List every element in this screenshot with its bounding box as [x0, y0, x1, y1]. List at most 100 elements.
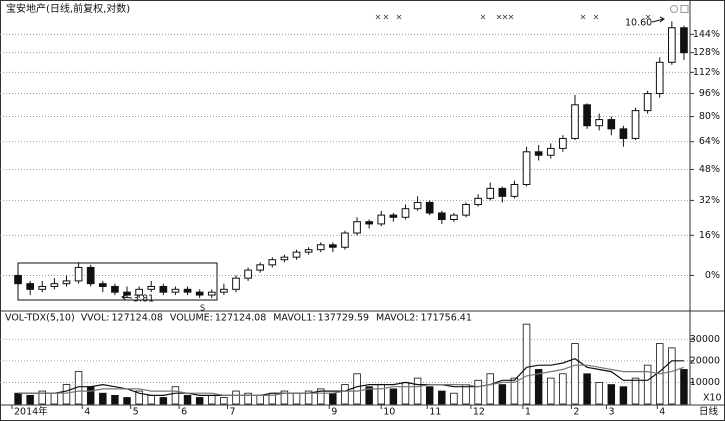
- volume-bar: [547, 377, 555, 405]
- volume-bar: [643, 364, 652, 405]
- candle-body: [147, 285, 156, 290]
- x-tick-label: 1: [525, 407, 531, 418]
- annotation-arrow: [651, 16, 665, 23]
- volume-bar: [583, 373, 591, 405]
- x-tick-label: 12: [473, 407, 485, 418]
- window-icon[interactable]: [670, 5, 678, 13]
- volume-bar: [401, 382, 410, 405]
- candle-body: [546, 147, 555, 156]
- candle-body: [631, 110, 640, 139]
- volume-bar: [50, 392, 59, 405]
- candle-body: [183, 288, 192, 293]
- volume-bar: [317, 388, 325, 405]
- candle-body: [207, 291, 216, 296]
- volume-bar: [14, 392, 22, 405]
- volume-bar: [171, 386, 180, 405]
- candle-body: [365, 221, 373, 225]
- x-tick-label: 5: [133, 407, 139, 418]
- volume-bar: [135, 390, 143, 405]
- volume-bar: [62, 384, 71, 405]
- signal-markers: [375, 14, 651, 20]
- volume-bar: [619, 386, 628, 405]
- volume-bar: [147, 394, 155, 405]
- candle-body: [38, 285, 47, 290]
- volume-bar: [425, 386, 434, 405]
- candle-body: [583, 104, 591, 127]
- candle-body: [98, 283, 107, 287]
- x-tick-label: 9: [331, 407, 337, 418]
- candle-body: [474, 197, 482, 206]
- x-tick-label: 10: [383, 407, 395, 418]
- volume-bar: [462, 384, 470, 405]
- volume-bar: [522, 323, 531, 405]
- low-annotation: 3.81: [133, 294, 154, 305]
- candle-body: [389, 214, 398, 218]
- y-tick-label: 96%: [699, 88, 720, 99]
- candle-body: [450, 214, 458, 220]
- volume-bar: [438, 390, 446, 405]
- y-tick-label: 0%: [705, 270, 720, 281]
- candle-body: [643, 93, 652, 112]
- readout-value: 127124.08: [215, 313, 266, 324]
- candle-body: [220, 288, 228, 293]
- candle-body: [607, 119, 616, 130]
- volume-bar: [353, 373, 361, 405]
- candle-body: [14, 274, 22, 285]
- unit-label: X10: [703, 393, 722, 404]
- volume-bar: [389, 388, 398, 405]
- volume-bar: [244, 392, 252, 405]
- volume-bar: [680, 369, 688, 405]
- candle-body: [534, 151, 543, 156]
- volume-bar: [38, 390, 46, 405]
- candle-body: [26, 283, 34, 290]
- readout-name: VVOL:: [81, 313, 110, 324]
- x-tick-label: 11: [429, 407, 441, 418]
- y-tick-label: 48%: [699, 164, 720, 175]
- y-tick-label: 10000: [690, 377, 720, 388]
- candle-body: [244, 269, 252, 279]
- candle-body: [522, 151, 531, 185]
- volume-bar: [365, 386, 373, 405]
- volume-bar: [195, 397, 204, 405]
- window-icon[interactable]: [680, 5, 689, 13]
- x-tick-label: 6: [181, 407, 187, 418]
- signal-label: S: [200, 304, 205, 313]
- candle-body: [510, 183, 519, 197]
- volume-bar: [498, 384, 507, 405]
- volume-bar: [292, 392, 301, 405]
- candle-body: [159, 285, 168, 293]
- y-tick-label: 30000: [690, 334, 720, 345]
- volume-bar: [571, 343, 579, 405]
- candle-body: [316, 244, 325, 251]
- y-tick-label: 32%: [699, 195, 720, 206]
- volume-bar: [668, 347, 676, 405]
- y-tick-label: 128%: [693, 47, 720, 58]
- readout-name: MAVOL2:: [376, 313, 418, 324]
- y-tick-label: 20000: [690, 355, 720, 366]
- volume-bar: [123, 397, 131, 405]
- volume-ma-line: [18, 364, 685, 396]
- volume-bar: [450, 392, 458, 405]
- candle-body: [462, 204, 470, 216]
- candle-body: [571, 104, 579, 139]
- readout-value: 171756.41: [420, 313, 471, 324]
- candle-body: [74, 266, 83, 282]
- candle-body: [353, 221, 361, 234]
- high-annotation: 10.60: [625, 18, 652, 29]
- candle-body: [123, 291, 131, 296]
- candle-body: [111, 285, 119, 293]
- x-tick-label: 2: [573, 407, 579, 418]
- volume-bar: [534, 369, 543, 405]
- period-label: 日线: [699, 406, 719, 418]
- volume-bar: [256, 394, 264, 405]
- x-tick-label: 2014年: [14, 406, 48, 418]
- volume-bar: [341, 384, 349, 405]
- candle-body: [280, 256, 289, 261]
- candle-body: [50, 283, 59, 287]
- candle-body: [268, 259, 277, 266]
- candle-body: [655, 61, 664, 95]
- candle-body: [668, 27, 676, 63]
- volume-bar: [99, 392, 107, 405]
